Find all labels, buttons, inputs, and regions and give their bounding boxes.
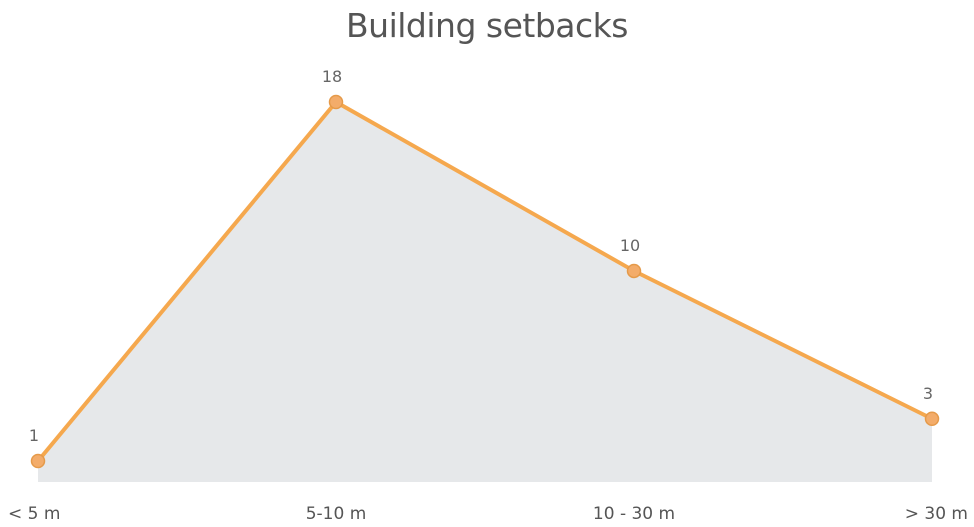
- data-label-0: 1: [29, 426, 39, 445]
- data-label-3: 3: [923, 384, 933, 403]
- x-tick-label-2: 10 - 30 m: [593, 504, 675, 524]
- data-label-1: 18: [322, 67, 342, 86]
- series-line: [36, 100, 934, 463]
- chart-title: Building setbacks: [346, 6, 628, 45]
- series-area: [38, 102, 932, 482]
- data-label-2: 10: [620, 236, 640, 255]
- x-tick-label-3: > 30 m: [905, 504, 968, 524]
- data-point-3: [924, 411, 940, 427]
- x-tick-label-0: < 5 m: [8, 504, 60, 524]
- x-tick-label-1: 5-10 m: [306, 504, 367, 524]
- data-point-0: [30, 453, 46, 469]
- data-point-2: [626, 263, 642, 279]
- data-point-1: [328, 94, 344, 110]
